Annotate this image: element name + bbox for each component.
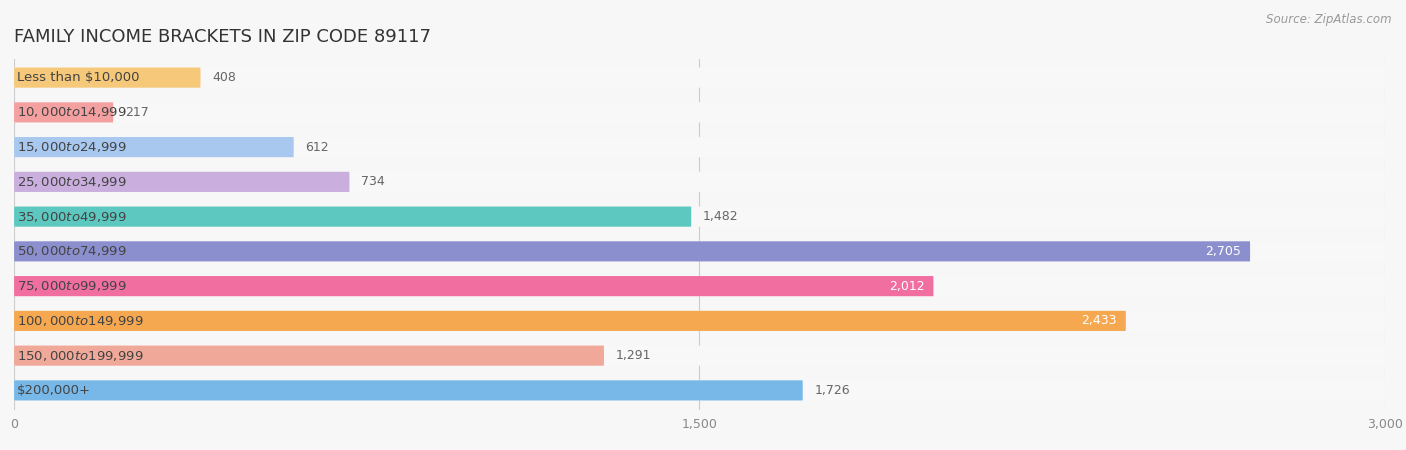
Text: $15,000 to $24,999: $15,000 to $24,999	[17, 140, 127, 154]
Text: FAMILY INCOME BRACKETS IN ZIP CODE 89117: FAMILY INCOME BRACKETS IN ZIP CODE 89117	[14, 28, 432, 46]
FancyBboxPatch shape	[14, 172, 1385, 192]
Text: $35,000 to $49,999: $35,000 to $49,999	[17, 210, 127, 224]
FancyBboxPatch shape	[14, 102, 114, 122]
Text: 408: 408	[212, 71, 236, 84]
Text: $25,000 to $34,999: $25,000 to $34,999	[17, 175, 127, 189]
Text: $200,000+: $200,000+	[17, 384, 90, 397]
FancyBboxPatch shape	[14, 207, 692, 227]
FancyBboxPatch shape	[14, 137, 1385, 157]
FancyBboxPatch shape	[14, 241, 1385, 261]
Text: 217: 217	[125, 106, 149, 119]
Text: 1,482: 1,482	[703, 210, 738, 223]
Text: 734: 734	[361, 176, 385, 189]
Text: $50,000 to $74,999: $50,000 to $74,999	[17, 244, 127, 258]
FancyBboxPatch shape	[14, 380, 803, 400]
FancyBboxPatch shape	[14, 346, 605, 366]
FancyBboxPatch shape	[14, 68, 1385, 88]
FancyBboxPatch shape	[14, 380, 1385, 400]
Text: $75,000 to $99,999: $75,000 to $99,999	[17, 279, 127, 293]
Text: 2,705: 2,705	[1205, 245, 1241, 258]
Text: Less than $10,000: Less than $10,000	[17, 71, 139, 84]
FancyBboxPatch shape	[14, 137, 294, 157]
Text: Source: ZipAtlas.com: Source: ZipAtlas.com	[1267, 14, 1392, 27]
FancyBboxPatch shape	[14, 102, 1385, 122]
FancyBboxPatch shape	[14, 311, 1126, 331]
Text: 1,291: 1,291	[616, 349, 651, 362]
Text: 1,726: 1,726	[814, 384, 849, 397]
Text: $150,000 to $199,999: $150,000 to $199,999	[17, 349, 143, 363]
FancyBboxPatch shape	[14, 172, 350, 192]
FancyBboxPatch shape	[14, 346, 1385, 366]
FancyBboxPatch shape	[14, 207, 1385, 227]
FancyBboxPatch shape	[14, 276, 934, 296]
FancyBboxPatch shape	[14, 311, 1385, 331]
Text: 2,012: 2,012	[889, 279, 924, 292]
Text: 612: 612	[305, 140, 329, 153]
FancyBboxPatch shape	[14, 68, 201, 88]
Text: $100,000 to $149,999: $100,000 to $149,999	[17, 314, 143, 328]
FancyBboxPatch shape	[14, 241, 1250, 261]
Text: 2,433: 2,433	[1081, 315, 1116, 328]
Text: $10,000 to $14,999: $10,000 to $14,999	[17, 105, 127, 119]
FancyBboxPatch shape	[14, 276, 1385, 296]
